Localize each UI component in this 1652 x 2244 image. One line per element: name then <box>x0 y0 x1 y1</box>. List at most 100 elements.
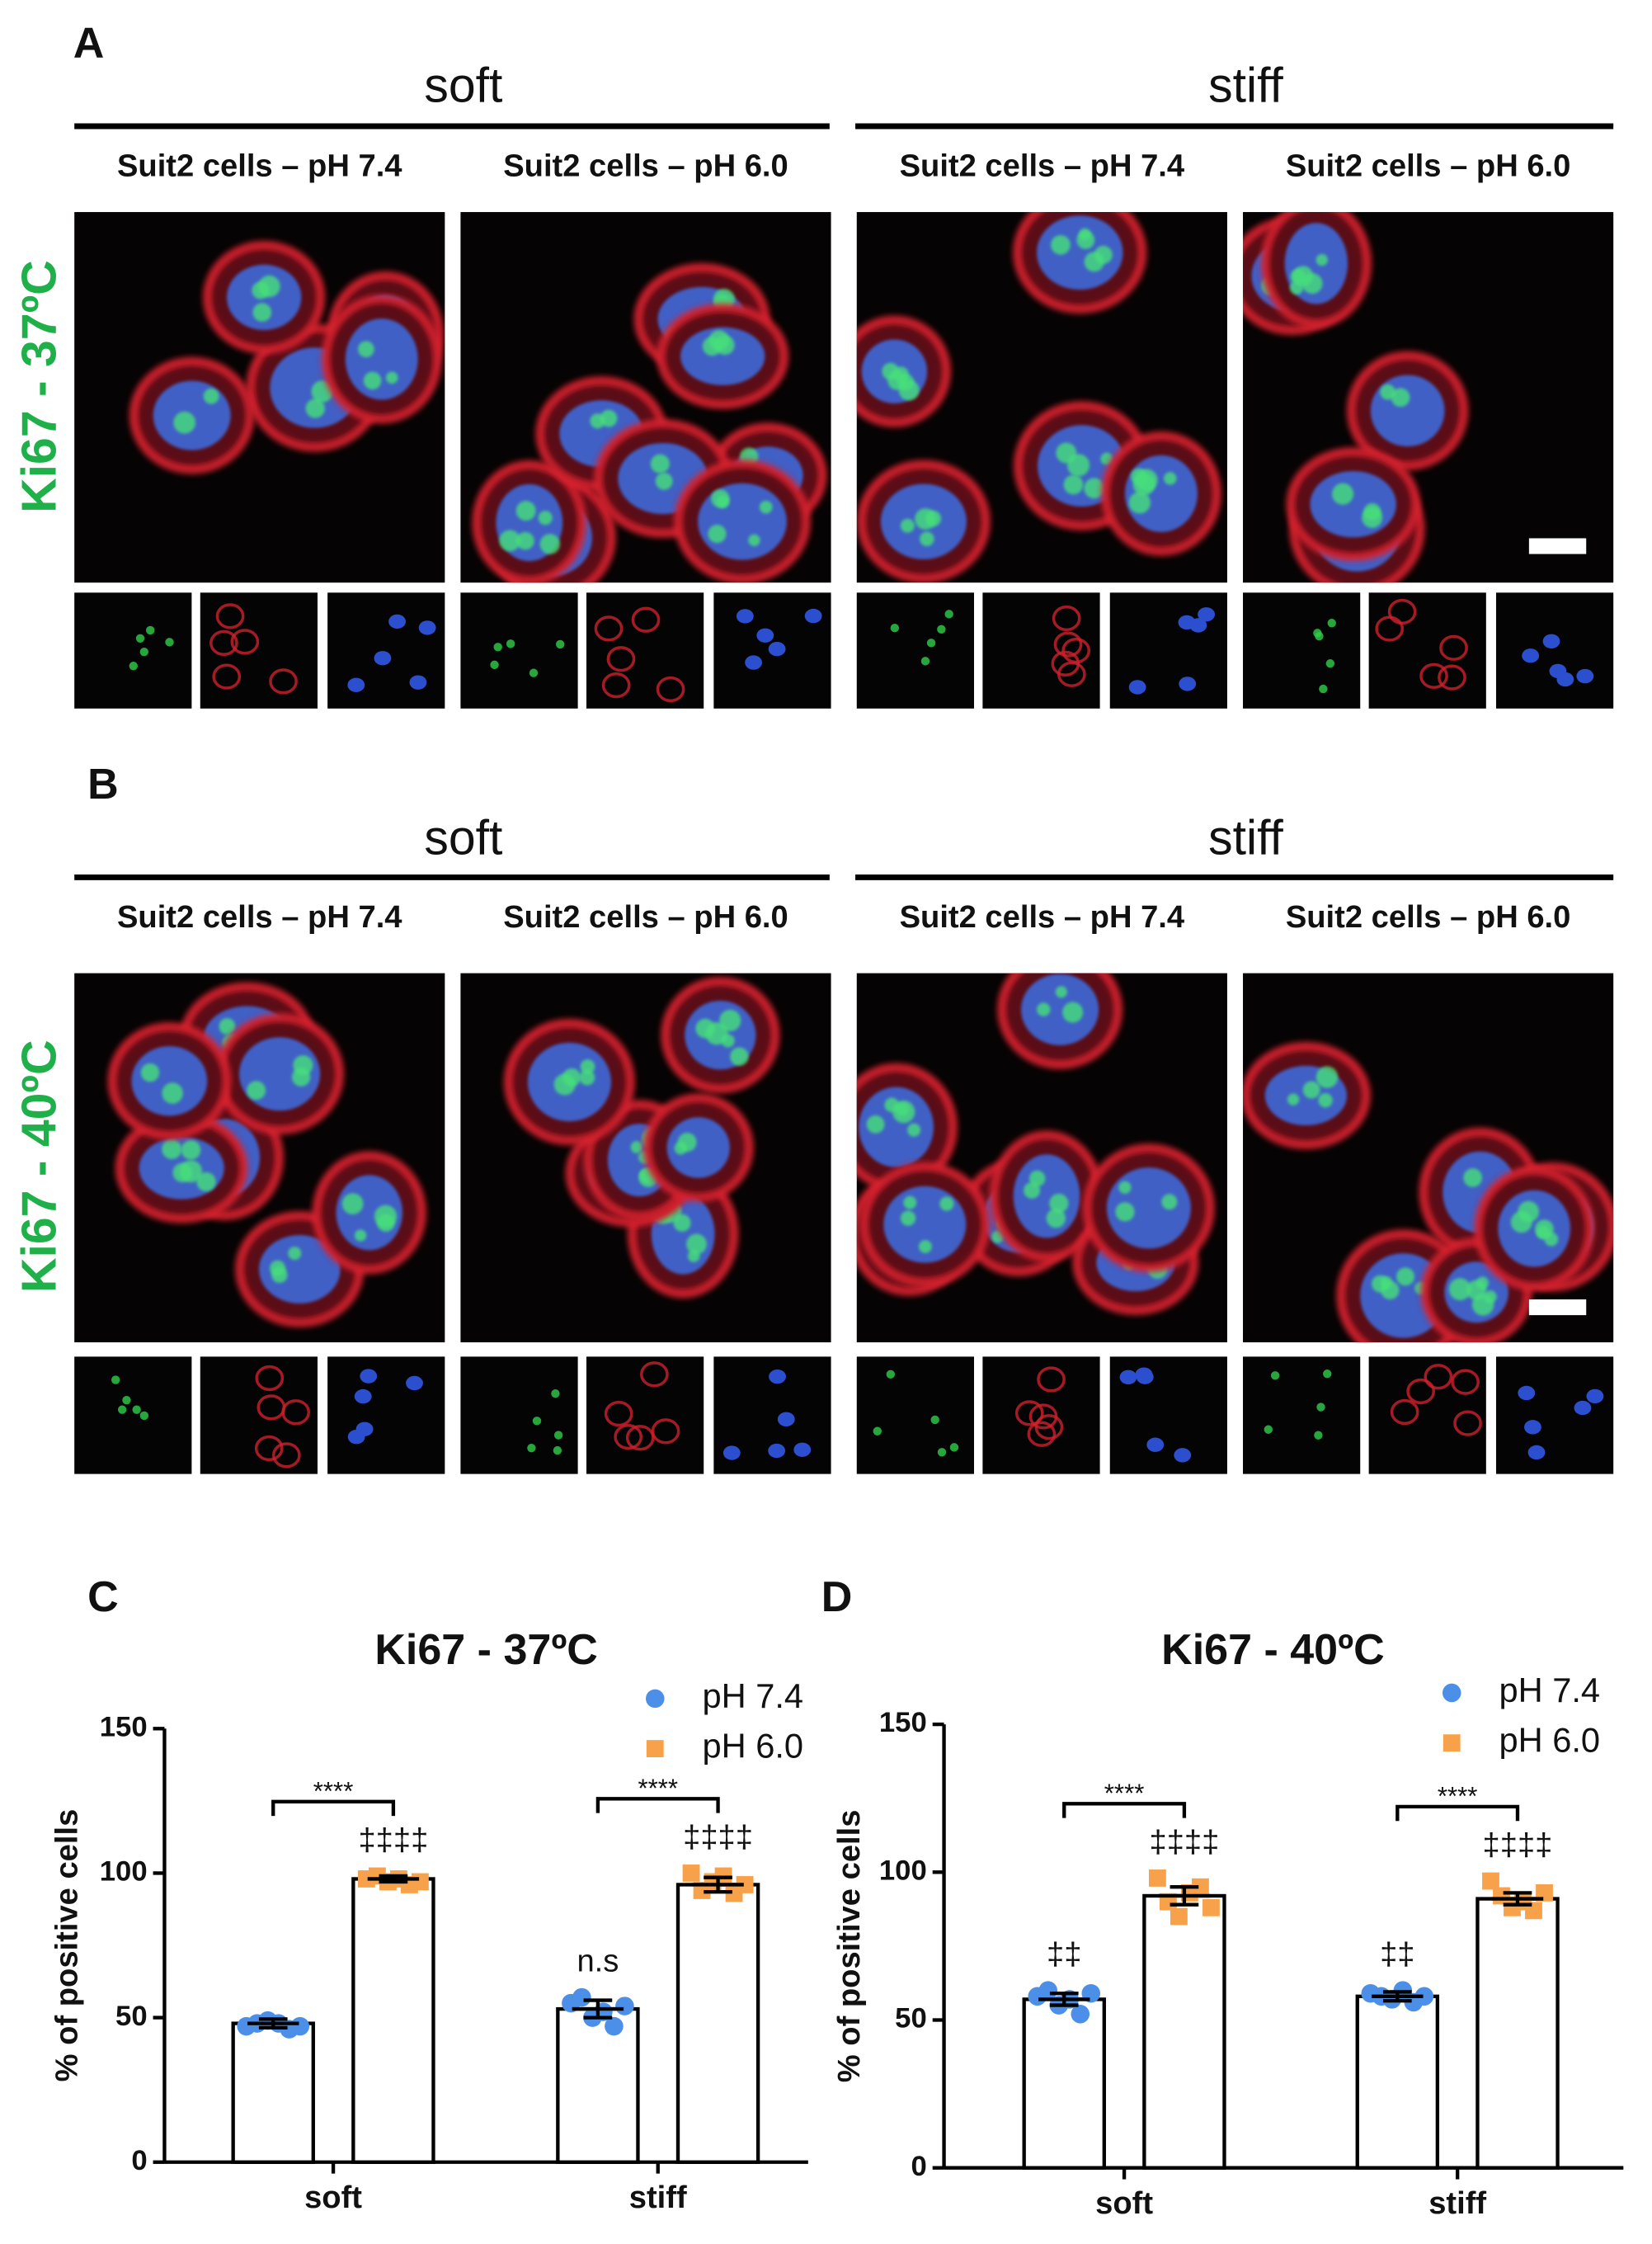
channel-cell <box>1174 1448 1192 1463</box>
post-hoc-marker: ‡‡ <box>1047 1936 1081 1972</box>
ki67-spot <box>354 1229 367 1242</box>
ki67-spot <box>173 411 196 434</box>
nucleus <box>680 327 765 385</box>
ki67-spot <box>363 371 382 390</box>
significance-bracket <box>1395 1804 1520 1822</box>
channel-cell <box>117 1405 127 1414</box>
ki67-spot <box>708 330 730 351</box>
y-axis-label: % of positive cells <box>831 1810 867 2083</box>
condition-label: Suit2 cells – pH 6.0 <box>1286 899 1571 935</box>
error-bar <box>1382 1990 1412 2003</box>
ki67-spot <box>196 1172 216 1192</box>
ki67-spot <box>553 1073 576 1096</box>
channel-image <box>327 1356 445 1474</box>
ki67-spot <box>655 472 673 490</box>
condition-label: Suit2 cells – pH 6.0 <box>1286 148 1571 183</box>
ki67-spot <box>1118 1181 1132 1194</box>
data-point <box>1170 1907 1188 1926</box>
ki67-spot <box>1076 230 1095 249</box>
ki67-spot <box>892 1101 915 1124</box>
micrograph <box>460 212 831 583</box>
channel-cell <box>1270 1371 1280 1380</box>
group-label: soft <box>424 812 502 865</box>
channel-cell <box>1574 1400 1592 1416</box>
ki67-spot <box>1463 1168 1483 1187</box>
panel-label: D <box>821 1573 853 1621</box>
channel-cell <box>1057 661 1086 687</box>
ki67-spot <box>1471 1294 1494 1316</box>
channel-cell <box>1518 1385 1536 1401</box>
cells <box>1243 1042 1614 1343</box>
y-tick-label: 100 <box>879 1855 927 1886</box>
y-axis-label: % of positive cells <box>49 1809 84 2082</box>
ki67-spot <box>1084 252 1104 272</box>
ki67-spot <box>1315 1066 1339 1088</box>
channel-cell <box>139 647 148 657</box>
ki67-spot <box>708 525 727 544</box>
bar <box>351 1877 435 2164</box>
ki67-spot <box>1362 507 1383 528</box>
channel-cell <box>1316 1402 1325 1412</box>
channel-cell <box>1179 676 1197 691</box>
y-tick-label: 150 <box>100 1711 148 1742</box>
channel-cell <box>1128 680 1146 695</box>
legend-swatch <box>645 1689 665 1709</box>
group-label: stiff <box>1208 812 1283 865</box>
ki67-spot <box>1164 472 1177 485</box>
channel-cell <box>418 620 436 635</box>
channel-cell <box>209 629 238 656</box>
bar <box>231 2021 315 2164</box>
channel-cell <box>625 1425 655 1451</box>
channel-cell <box>1052 605 1081 632</box>
channel-cell <box>1439 634 1468 661</box>
post-hoc-marker: ‡‡‡‡ <box>683 1819 753 1855</box>
nucleus <box>131 1046 208 1116</box>
ki67-spot <box>580 1059 595 1074</box>
ki67-spot <box>900 518 915 533</box>
channel-cell <box>493 643 502 652</box>
ki67-spot <box>538 511 553 526</box>
channel-image <box>74 592 192 709</box>
legend-label: pH 7.4 <box>1499 1671 1600 1709</box>
channel-cell <box>926 639 936 648</box>
channel-cell <box>873 1426 882 1436</box>
ki67-spot <box>252 303 272 322</box>
channel-cell <box>1323 1370 1332 1379</box>
ki67-spot <box>673 1214 691 1232</box>
post-hoc-marker: ‡‡‡‡ <box>1149 1824 1219 1860</box>
channel-cell <box>1549 663 1567 679</box>
channel-image <box>1243 1356 1361 1474</box>
y-tick-label: 50 <box>895 2003 927 2034</box>
channel-cell <box>768 641 786 657</box>
channel-cell <box>777 1412 795 1426</box>
data-point <box>1071 2005 1090 2024</box>
significance-label: **** <box>313 1777 354 1806</box>
nucleus <box>1370 375 1445 447</box>
ki67-spot <box>203 388 219 404</box>
ki67-spot <box>357 341 374 358</box>
ki67-spot <box>1302 1081 1320 1099</box>
channel-image <box>856 1356 974 1474</box>
channel-cell <box>257 1394 286 1421</box>
channel-cell <box>756 628 774 643</box>
channel-cell <box>271 1442 301 1468</box>
scale-bar <box>1528 538 1587 554</box>
channel-cell <box>631 606 661 633</box>
ki67-spot <box>1448 1278 1471 1301</box>
channel-cell <box>1522 648 1540 663</box>
channel-cell <box>165 638 174 647</box>
nucleus <box>859 1087 934 1167</box>
channel-cell <box>949 1443 959 1452</box>
channel-cell <box>1014 1400 1044 1426</box>
post-hoc-marker: n.s <box>577 1944 619 1979</box>
bar <box>1355 1994 1440 2170</box>
channel-cell <box>347 1430 365 1445</box>
channel-cell <box>768 1443 786 1459</box>
error-bar <box>1503 1891 1532 1907</box>
channel-image <box>460 1356 578 1474</box>
ki67-spot <box>730 1047 749 1066</box>
data-point <box>1482 1872 1499 1890</box>
channel-cell <box>1325 659 1335 668</box>
ki67-spot <box>939 1196 954 1211</box>
significance-label: **** <box>1438 1782 1478 1811</box>
